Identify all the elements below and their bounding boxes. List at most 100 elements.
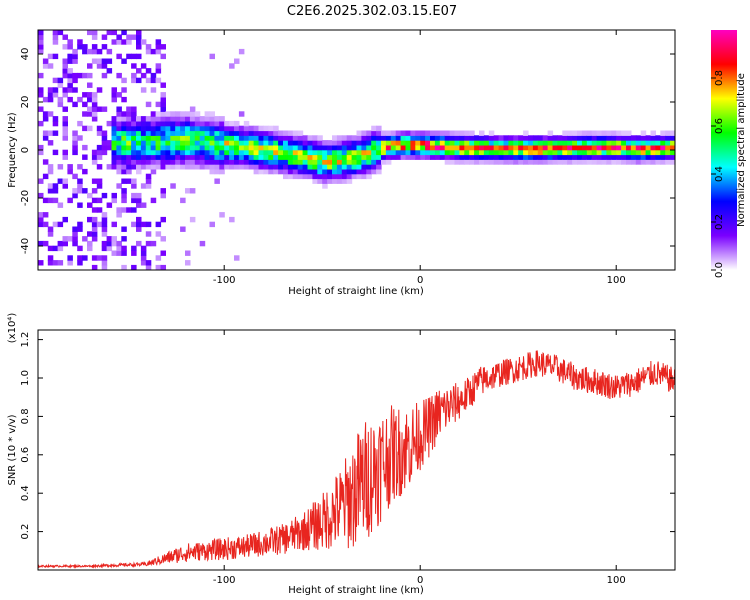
spectrogram-cell	[336, 149, 343, 156]
spectrogram-cell	[185, 144, 191, 151]
spectrogram-cell	[116, 135, 122, 141]
spectrogram-cell	[77, 135, 83, 141]
spectrogram-cell	[474, 135, 480, 141]
spectrogram-cell	[385, 154, 392, 160]
spectrogram-cell	[307, 164, 313, 170]
spectrogram-cell	[376, 159, 382, 165]
spectrogram-cell	[185, 135, 191, 141]
snr-y-tick-label: 0.4	[20, 485, 31, 501]
spectrogram-cell	[464, 154, 470, 160]
spectrogram-cell	[101, 135, 108, 141]
spectrogram-cell	[498, 135, 505, 141]
spectrogram-cell	[390, 144, 397, 151]
spectrogram-cell	[292, 164, 299, 170]
spectrogram-cell	[454, 159, 460, 165]
spectrogram-cell	[52, 260, 59, 266]
snr-series-line	[38, 350, 675, 569]
spectrogram-cell	[268, 149, 274, 156]
spectrogram-cell	[493, 144, 500, 151]
spectrogram-cell	[385, 140, 392, 146]
spectrogram-cell	[577, 140, 583, 146]
spectrogram-cell	[650, 140, 656, 146]
spectrogram-cell	[606, 140, 612, 146]
spectrogram-cell	[655, 159, 661, 165]
spectrogram-cell	[224, 164, 230, 170]
spectrogram-cell	[72, 77, 78, 84]
spectrogram-cell	[131, 159, 137, 165]
spectrogram-cell	[243, 144, 250, 151]
spectrogram-cell	[557, 135, 563, 141]
spectrogram-cell	[381, 159, 387, 165]
spectrogram-cell	[596, 144, 603, 151]
spectrogram-cell	[616, 140, 622, 146]
spectrogram-cell	[420, 149, 426, 156]
spectrogram-cell	[557, 154, 563, 160]
spectrogram-cell	[670, 154, 675, 160]
spectrogram-cell	[508, 135, 514, 141]
spectrogram-cell	[199, 125, 206, 132]
spectrogram-cell	[552, 149, 558, 156]
spectrogram-cell	[194, 144, 201, 151]
spectrogram-cell	[572, 144, 578, 151]
spectrogram-cell	[474, 149, 480, 156]
spectrogram-cell	[381, 154, 387, 160]
spectrogram-cell	[82, 92, 88, 98]
spectrogram-cell	[332, 149, 338, 156]
spectrogram-cell	[508, 149, 514, 156]
spectrogram-cell	[145, 144, 152, 151]
spectrogram-cell	[640, 154, 647, 160]
spectrogram-cell	[62, 216, 68, 223]
spectrogram-cell	[542, 135, 549, 141]
spectrogram-cell	[77, 96, 83, 103]
spectrogram-cell	[616, 159, 622, 165]
spectrogram-cell	[302, 149, 309, 156]
spectrogram-cell	[101, 260, 108, 266]
spectrogram-cell	[562, 149, 568, 156]
spectrogram-cell	[454, 149, 460, 156]
spectrogram-cell	[150, 116, 157, 122]
spectrogram-cell	[67, 260, 73, 266]
snr-panel: -100 0 100 0.2 0.4 0.6 0.8 1.0 1.2 Height of str…	[7, 313, 676, 596]
spectrogram-cell	[204, 135, 211, 141]
spectrogram-cell	[126, 168, 132, 175]
spectrogram-cell	[234, 149, 240, 156]
spectrogram-cell	[665, 130, 671, 136]
spectrogram-cell	[189, 125, 196, 132]
spectrogram-cell	[537, 140, 544, 146]
spectrogram-cell	[523, 154, 529, 160]
spectrogram-cell	[635, 149, 642, 156]
spectrogram-cell	[131, 192, 137, 199]
spectrogram-cell	[513, 159, 519, 165]
spectrogram-cell	[238, 125, 245, 132]
spectrogram-cell	[62, 44, 68, 50]
spectrogram-cell	[131, 130, 137, 136]
spectrogram-cell	[62, 240, 68, 247]
spectrogram-cell	[586, 159, 593, 165]
spectrogram-cell	[189, 188, 196, 194]
spectrogram-cell	[591, 144, 598, 151]
spectrogram-cell	[523, 130, 529, 136]
spectrogram-cell	[136, 39, 142, 45]
spectrogram-cell	[204, 130, 211, 136]
spectrogram-cell	[327, 178, 333, 184]
spectrogram-cell	[444, 149, 451, 156]
spectrogram-x-tick-label: 0	[417, 275, 423, 286]
spectrogram-cell	[116, 168, 122, 175]
spectrogram-cell	[219, 149, 225, 156]
spectrogram-cell	[170, 144, 176, 151]
spectrogram-cell	[155, 164, 162, 170]
spectrogram-cell	[312, 164, 318, 170]
spectrogram-cell	[111, 30, 117, 36]
spectrogram-cell	[263, 164, 269, 170]
spectrogram-cell	[390, 140, 397, 146]
spectrogram-cell	[586, 144, 593, 151]
spectrogram-cell	[660, 154, 666, 160]
spectrogram-cell	[596, 154, 603, 160]
spectrogram-cell	[214, 130, 220, 136]
spectrogram-cell	[248, 140, 255, 146]
spectrogram-cell	[385, 135, 392, 141]
spectrogram-cell	[101, 58, 108, 64]
spectrogram-cell	[371, 154, 377, 160]
spectrogram-cell	[356, 149, 362, 156]
spectrogram-cell	[449, 140, 456, 146]
